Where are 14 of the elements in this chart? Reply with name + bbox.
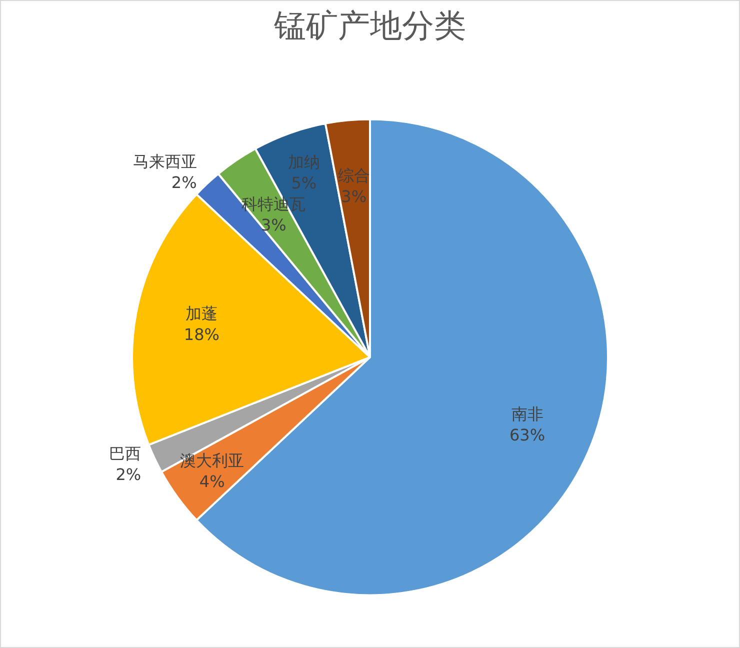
chart-title: 锰矿产地分类	[273, 6, 466, 45]
data-label: 2%	[116, 465, 142, 484]
data-label: 3%	[260, 216, 286, 235]
data-label: 5%	[291, 174, 317, 193]
data-label: 63%	[509, 425, 546, 444]
data-label: 18%	[184, 325, 220, 344]
slice-label: 南非	[511, 404, 544, 424]
slice-label: 巴西	[109, 444, 142, 464]
slice-label: 加蓬	[186, 304, 218, 324]
slice-label: 马来西亚	[132, 152, 197, 171]
data-label: 4%	[199, 472, 225, 492]
data-label: 2%	[171, 172, 197, 192]
slice-label: 加纳	[288, 152, 320, 172]
data-label: 3%	[341, 186, 367, 206]
